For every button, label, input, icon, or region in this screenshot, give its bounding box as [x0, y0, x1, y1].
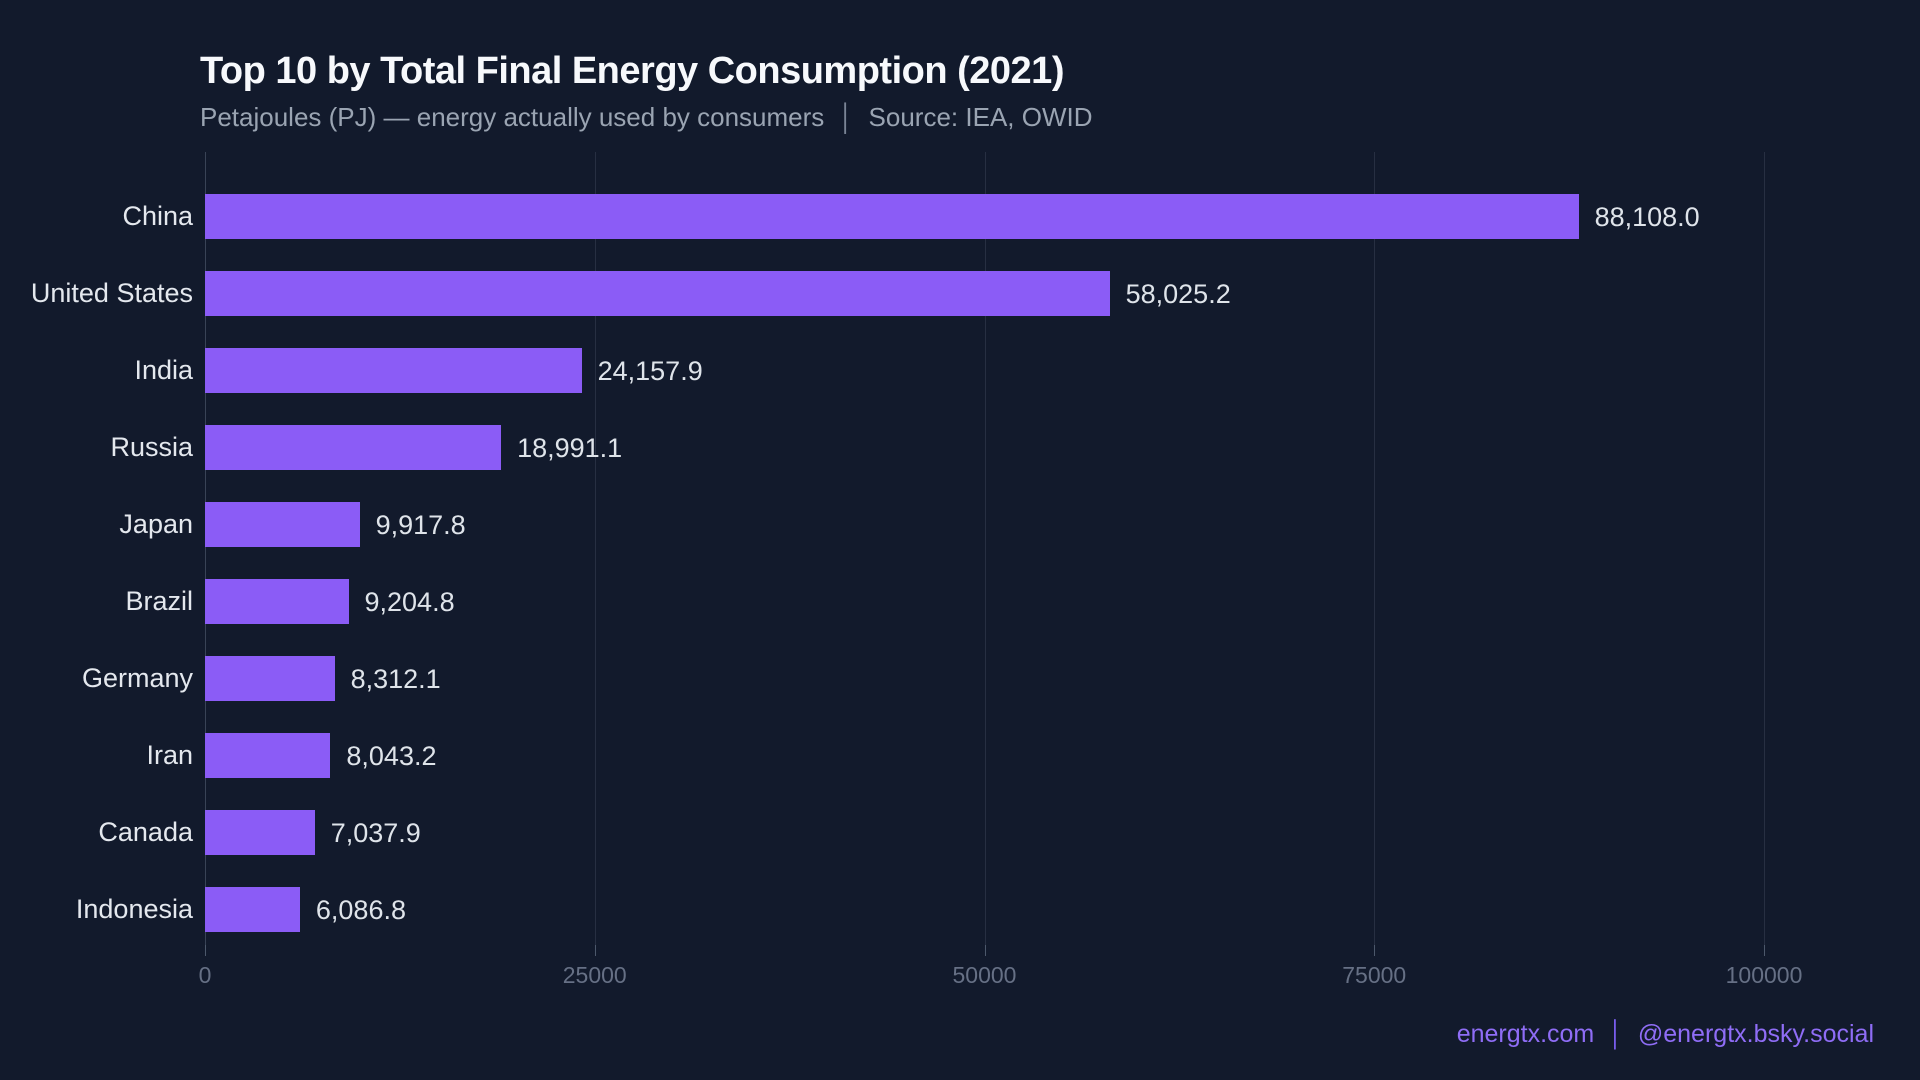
value-label: 6,086.8 — [315, 895, 406, 925]
x-tick-label: 25000 — [562, 962, 627, 988]
x-tick-label: 75000 — [1342, 962, 1407, 988]
category-label: Japan — [119, 509, 193, 539]
category-label: Russia — [110, 432, 193, 462]
bar — [205, 656, 335, 701]
category-label: China — [122, 201, 193, 231]
gridline — [984, 152, 986, 945]
bar-row: Russia 18,991.1 — [110, 425, 1764, 470]
bar — [205, 271, 1110, 316]
value-label: 58,025.2 — [1125, 279, 1231, 309]
gridline — [594, 152, 596, 945]
category-label: Germany — [81, 663, 193, 693]
footer-handle-link[interactable]: @energtx.bsky.social — [1637, 1020, 1874, 1048]
chart-subtitle: Petajoules (PJ) — energy actually used b… — [200, 102, 1093, 133]
subtitle-unit-text: Petajoules (PJ) — energy actually used b… — [200, 102, 825, 132]
value-label: 8,043.2 — [346, 741, 437, 771]
x-tick-label: 0 — [198, 962, 212, 988]
bar-row: United States 58,025.2 — [31, 271, 1764, 316]
bar-row: Iran 8,043.2 — [146, 733, 1764, 778]
x-axis-line — [205, 152, 206, 945]
category-label: India — [134, 355, 193, 385]
bar-row: China 88,108.0 — [122, 194, 1764, 239]
chart-title: Top 10 by Total Final Energy Consumption… — [200, 50, 1064, 92]
bar-row: Germany 8,312.1 — [82, 656, 1764, 701]
bar — [205, 733, 331, 778]
x-tick-mark — [1764, 945, 1765, 956]
x-tick-mark — [1374, 945, 1376, 956]
gridline — [1764, 152, 1765, 945]
x-tick-label: 100000 — [1725, 962, 1803, 988]
category-label: United States — [30, 278, 193, 308]
category-label: Canada — [98, 817, 193, 847]
bar-row: Japan 9,917.8 — [119, 502, 1764, 547]
value-label: 8,312.1 — [350, 664, 441, 694]
bar — [205, 348, 582, 393]
value-label: 9,204.8 — [364, 587, 455, 617]
x-tick-label: 50000 — [952, 962, 1017, 988]
x-tick-mark — [984, 945, 986, 956]
category-label: Brazil — [125, 586, 193, 616]
bar-row: India 24,157.9 — [134, 348, 1764, 393]
bar — [205, 502, 360, 547]
subtitle-separator: │ — [838, 102, 855, 132]
footer-separator: │ — [1608, 1020, 1624, 1048]
bar-row: Indonesia 6,086.8 — [76, 887, 1764, 932]
plot-area: 0 25000 50000 75000 100000 China 88,108.0 Unite… — [31, 152, 1802, 988]
bar — [205, 425, 502, 470]
category-label: Indonesia — [75, 894, 193, 924]
footer-site-link[interactable]: energtx.com — [1456, 1020, 1595, 1048]
value-label: 18,991.1 — [517, 433, 623, 463]
bar — [205, 887, 300, 932]
bar — [205, 194, 1579, 239]
value-label: 7,037.9 — [330, 818, 421, 848]
x-tick-mark — [205, 945, 206, 956]
gridline — [1374, 152, 1376, 945]
value-label: 9,917.8 — [375, 510, 466, 540]
subtitle-source-text: Source: IEA, OWID — [868, 102, 1093, 132]
footer: energtx.com │ @energtx.bsky.social — [1457, 1020, 1874, 1049]
value-label: 88,108.0 — [1594, 202, 1700, 232]
x-tick-mark — [594, 945, 596, 956]
bar — [205, 810, 315, 855]
value-label: 24,157.9 — [597, 356, 703, 386]
bar — [205, 579, 349, 624]
category-label: Iran — [146, 740, 193, 770]
bar-row: Brazil 9,204.8 — [125, 579, 1764, 624]
bar-row: Canada 7,037.9 — [98, 810, 1764, 855]
